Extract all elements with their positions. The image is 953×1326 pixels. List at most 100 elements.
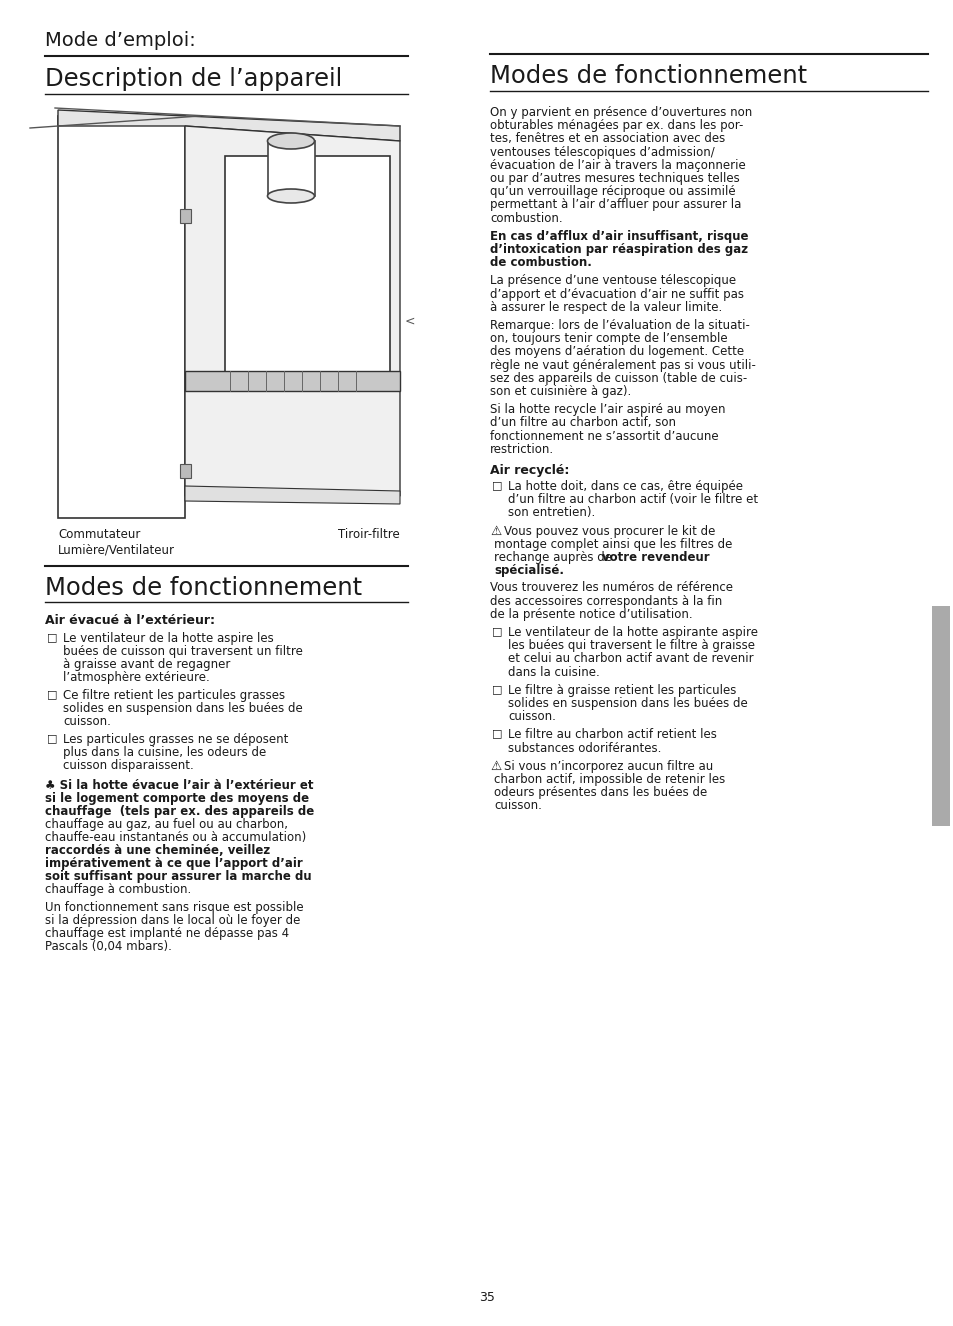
Text: chauffage  (tels par ex. des appareils de: chauffage (tels par ex. des appareils de	[45, 805, 314, 818]
Text: solides en suspension dans les buées de: solides en suspension dans les buées de	[63, 701, 302, 715]
Text: spécialisé.: spécialisé.	[494, 564, 563, 577]
Text: Les particules grasses ne se déposent: Les particules grasses ne se déposent	[63, 733, 288, 747]
Bar	[180, 464, 191, 477]
Text: d’un filtre au charbon actif, son: d’un filtre au charbon actif, son	[490, 416, 676, 430]
Text: □: □	[492, 626, 502, 636]
Text: qu’un verrouillage réciproque ou assimilé: qu’un verrouillage réciproque ou assimil…	[490, 186, 735, 198]
Text: rechange auprès de: rechange auprès de	[494, 552, 615, 564]
Text: chauffage au gaz, au fuel ou au charbon,: chauffage au gaz, au fuel ou au charbon,	[45, 818, 288, 831]
Text: chauffe-eau instantanés ou à accumulation): chauffe-eau instantanés ou à accumulatio…	[45, 831, 306, 845]
Text: impérativement à ce que l’apport d’air: impérativement à ce que l’apport d’air	[45, 857, 302, 870]
Text: Si la hotte recycle l’air aspiré au moyen: Si la hotte recycle l’air aspiré au moye…	[490, 403, 724, 416]
Text: à assurer le respect de la valeur limite.: à assurer le respect de la valeur limite…	[490, 301, 721, 314]
Text: et celui au charbon actif avant de revenir: et celui au charbon actif avant de reven…	[507, 652, 753, 666]
Text: En cas d’afflux d’air insuffisant, risque: En cas d’afflux d’air insuffisant, risqu…	[490, 229, 748, 243]
Text: des moyens d’aération du logement. Cette: des moyens d’aération du logement. Cette	[490, 345, 743, 358]
Text: Ce filtre retient les particules grasses: Ce filtre retient les particules grasses	[63, 690, 285, 701]
Text: chauffage à combustion.: chauffage à combustion.	[45, 883, 191, 896]
Text: 35: 35	[478, 1292, 495, 1303]
Ellipse shape	[267, 190, 314, 203]
Text: On y parvient en présence d’ouvertures non: On y parvient en présence d’ouvertures n…	[490, 106, 752, 119]
Text: on, toujours tenir compte de l’ensemble: on, toujours tenir compte de l’ensemble	[490, 333, 727, 345]
Text: si le logement comporte des moyens de: si le logement comporte des moyens de	[45, 792, 309, 805]
Polygon shape	[185, 126, 399, 496]
Text: Vous pouvez vous procurer le kit de: Vous pouvez vous procurer le kit de	[503, 525, 715, 537]
Text: Pascals (0,04 mbars).: Pascals (0,04 mbars).	[45, 940, 172, 953]
Text: Description de l’appareil: Description de l’appareil	[45, 68, 342, 91]
Text: soit suffisant pour assurer la marche du: soit suffisant pour assurer la marche du	[45, 870, 312, 883]
Text: ♣ Si la hotte évacue l’air à l’extérieur et: ♣ Si la hotte évacue l’air à l’extérieur…	[45, 778, 314, 792]
Text: substances odoriférantes.: substances odoriférantes.	[507, 741, 660, 754]
Text: Modes de fonctionnement: Modes de fonctionnement	[45, 575, 362, 599]
Text: de la présente notice d’utilisation.: de la présente notice d’utilisation.	[490, 607, 692, 621]
Text: si la dépression dans le local où le foyer de: si la dépression dans le local où le foy…	[45, 914, 300, 927]
Text: buées de cuisson qui traversent un filtre: buées de cuisson qui traversent un filtr…	[63, 644, 302, 658]
Text: □: □	[492, 480, 502, 491]
Text: montage complet ainsi que les filtres de: montage complet ainsi que les filtres de	[494, 538, 732, 550]
Text: Air évacué à l’extérieur:: Air évacué à l’extérieur:	[45, 614, 214, 627]
Text: d’intoxication par réaspiration des gaz: d’intoxication par réaspiration des gaz	[490, 243, 747, 256]
Text: Remarque: lors de l’évaluation de la situati-: Remarque: lors de l’évaluation de la sit…	[490, 320, 749, 332]
Text: <: <	[405, 314, 416, 328]
Text: les buées qui traversent le filtre à graisse: les buées qui traversent le filtre à gra…	[507, 639, 754, 652]
Text: odeurs présentes dans les buées de: odeurs présentes dans les buées de	[494, 786, 706, 800]
Text: La présence d’une ventouse télescopique: La présence d’une ventouse télescopique	[490, 274, 736, 288]
Text: votre revendeur: votre revendeur	[601, 552, 709, 564]
Text: tes, fenêtres et en association avec des: tes, fenêtres et en association avec des	[490, 133, 724, 146]
Text: ventouses télescopiques d’admission/: ventouses télescopiques d’admission/	[490, 146, 714, 159]
Text: Le filtre à graisse retient les particules: Le filtre à graisse retient les particul…	[507, 684, 736, 696]
Text: plus dans la cuisine, les odeurs de: plus dans la cuisine, les odeurs de	[63, 747, 266, 758]
Text: fonctionnement ne s’assortit d’aucune: fonctionnement ne s’assortit d’aucune	[490, 430, 718, 443]
Text: Un fonctionnement sans risque est possible: Un fonctionnement sans risque est possib…	[45, 900, 303, 914]
Text: raccordés à une cheminée, veillez: raccordés à une cheminée, veillez	[45, 845, 270, 857]
Polygon shape	[185, 371, 399, 391]
Ellipse shape	[267, 133, 314, 149]
Text: □: □	[492, 684, 502, 693]
Text: son entretien).: son entretien).	[507, 507, 595, 520]
Polygon shape	[58, 115, 185, 518]
Text: Le ventilateur de la hotte aspirante aspire: Le ventilateur de la hotte aspirante asp…	[507, 626, 758, 639]
Text: □: □	[47, 690, 57, 699]
Text: Le ventilateur de la hotte aspire les: Le ventilateur de la hotte aspire les	[63, 633, 274, 644]
Text: restriction.: restriction.	[490, 443, 554, 456]
Text: Vous trouverez les numéros de référence: Vous trouverez les numéros de référence	[490, 581, 732, 594]
Text: son et cuisinière à gaz).: son et cuisinière à gaz).	[490, 385, 631, 398]
Text: d’un filtre au charbon actif (voir le filtre et: d’un filtre au charbon actif (voir le fi…	[507, 493, 758, 507]
Text: évacuation de l’air à travers la maçonnerie: évacuation de l’air à travers la maçonne…	[490, 159, 745, 172]
Text: Modes de fonctionnement: Modes de fonctionnement	[490, 64, 806, 88]
Text: □: □	[47, 633, 57, 642]
Text: Si vous n’incorporez aucun filtre au: Si vous n’incorporez aucun filtre au	[503, 760, 713, 773]
Polygon shape	[225, 156, 390, 377]
Text: combustion.: combustion.	[490, 212, 562, 224]
Text: charbon actif, impossible de retenir les: charbon actif, impossible de retenir les	[494, 773, 724, 786]
Text: sez des appareils de cuisson (table de cuis-: sez des appareils de cuisson (table de c…	[490, 371, 746, 385]
Text: règle ne vaut généralement pas si vous utili-: règle ne vaut généralement pas si vous u…	[490, 358, 755, 371]
Polygon shape	[58, 110, 399, 141]
Text: l’atmosphère extérieure.: l’atmosphère extérieure.	[63, 671, 210, 684]
Text: Air recyclé:: Air recyclé:	[490, 464, 569, 477]
Text: des accessoires correspondants à la fin: des accessoires correspondants à la fin	[490, 594, 721, 607]
Text: cuisson disparaissent.: cuisson disparaissent.	[63, 758, 193, 772]
Text: ⚠: ⚠	[490, 760, 500, 773]
Text: permettant à l’air d’affluer pour assurer la: permettant à l’air d’affluer pour assure…	[490, 199, 740, 211]
Text: d’apport et d’évacuation d’air ne suffit pas: d’apport et d’évacuation d’air ne suffit…	[490, 288, 743, 301]
Text: de combustion.: de combustion.	[490, 256, 591, 269]
Text: à graisse avant de regagner: à graisse avant de regagner	[63, 658, 230, 671]
Text: □: □	[492, 728, 502, 739]
Text: chauffage est implanté ne dépasse pas 4: chauffage est implanté ne dépasse pas 4	[45, 927, 289, 940]
Text: Commutateur
Lumière/Ventilateur: Commutateur Lumière/Ventilateur	[58, 528, 174, 556]
Text: La hotte doit, dans ce cas, être équipée: La hotte doit, dans ce cas, être équipée	[507, 480, 742, 493]
Text: cuisson.: cuisson.	[494, 800, 541, 813]
Text: ou par d’autres mesures techniques telles: ou par d’autres mesures techniques telle…	[490, 172, 739, 186]
Bar	[931, 606, 949, 826]
Text: cuisson.: cuisson.	[63, 715, 111, 728]
Text: ⚠: ⚠	[490, 525, 500, 537]
Polygon shape	[185, 487, 399, 504]
Text: dans la cuisine.: dans la cuisine.	[507, 666, 599, 679]
Text: obturables ménagées par ex. dans les por-: obturables ménagées par ex. dans les por…	[490, 119, 742, 133]
Polygon shape	[268, 141, 314, 196]
Text: Tiroir-filtre: Tiroir-filtre	[338, 528, 399, 541]
Text: solides en suspension dans les buées de: solides en suspension dans les buées de	[507, 697, 747, 709]
Text: Le filtre au charbon actif retient les: Le filtre au charbon actif retient les	[507, 728, 716, 741]
Bar	[180, 210, 191, 223]
